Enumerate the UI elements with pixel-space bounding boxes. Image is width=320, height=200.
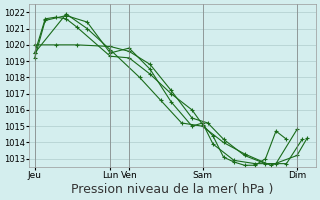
- X-axis label: Pression niveau de la mer( hPa ): Pression niveau de la mer( hPa ): [71, 183, 274, 196]
